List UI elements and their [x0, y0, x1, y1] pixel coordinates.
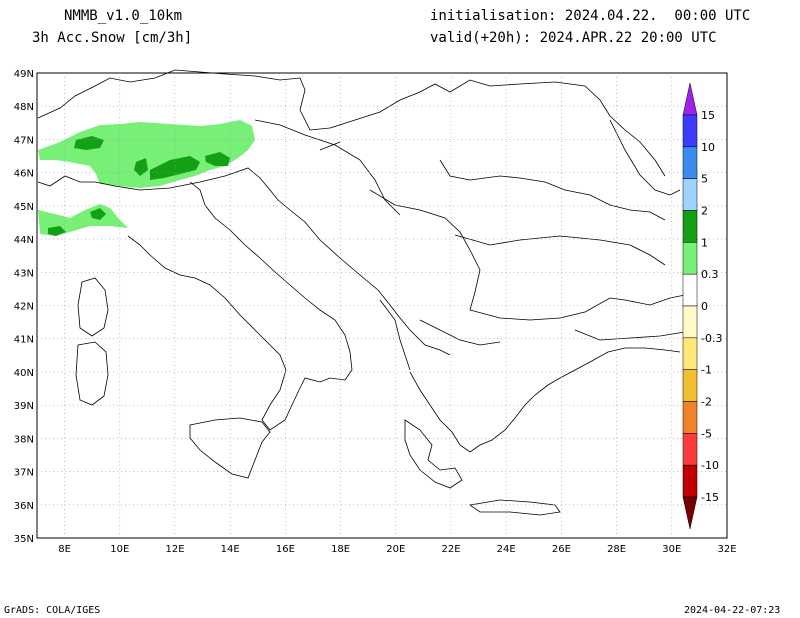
colorbar-segment — [682, 114, 698, 148]
colorbar — [682, 82, 698, 530]
lat-tick-label: 35N — [14, 534, 34, 545]
field-title: 3h Acc.Snow [cm/3h] — [32, 30, 193, 46]
lat-tick-label: 49N — [14, 69, 34, 80]
lon-tick-label: 30E — [662, 544, 681, 555]
lon-tick-label: 10E — [110, 544, 129, 555]
colorbar-label: -0.3 — [701, 332, 722, 345]
lat-tick-label: 36N — [14, 501, 34, 512]
colorbar-label: 10 — [701, 141, 715, 154]
colorbar-bottom-triangle — [682, 496, 698, 530]
footer-left: GrADS: COLA/IGES — [4, 605, 101, 616]
colorbar-segment — [682, 178, 698, 211]
footer-timestamp: 2024-04-22-07:23 — [684, 605, 781, 616]
model-title: NMMB_v1.0_10km — [64, 8, 183, 24]
lon-tick-label: 12E — [165, 544, 184, 555]
colorbar-label: 15 — [701, 109, 715, 122]
lon-tick-label: 32E — [717, 544, 736, 555]
colorbar-label: 2 — [701, 205, 708, 218]
colorbar-label: 1 — [701, 236, 708, 249]
colorbar-segment — [682, 146, 698, 179]
lat-tick-label: 39N — [14, 401, 34, 412]
lon-tick-label: 26E — [552, 544, 571, 555]
longitude-tick-labels: 8E 10E 12E 14E 16E 18E 20E 22E 24E 26E 28E 30E 32E — [58, 544, 736, 555]
valid-time: valid(+20h): 2024.APR.22 20:00 UTC — [430, 30, 717, 46]
colorbar-segment — [682, 337, 698, 370]
colorbar-segment — [682, 305, 698, 339]
lat-tick-label: 47N — [14, 135, 34, 146]
lat-tick-label: 41N — [14, 335, 34, 346]
graticule — [37, 73, 727, 538]
colorbar-segment — [682, 242, 698, 275]
colorbar-labels: 15 10 5 2 1 0.3 0 -0.3 -1 -2 -5 -10 -15 — [701, 109, 722, 504]
colorbar-segment — [682, 369, 698, 402]
init-time: initialisation: 2024.04.22. 00:00 UTC — [430, 8, 751, 24]
colorbar-segment — [682, 464, 698, 498]
lon-tick-label: 28E — [607, 544, 626, 555]
lat-tick-label: 38N — [14, 434, 34, 445]
lat-tick-label: 45N — [14, 202, 34, 213]
colorbar-segment — [682, 401, 698, 434]
colorbar-label: -5 — [701, 427, 712, 440]
lon-tick-label: 24E — [497, 544, 516, 555]
lat-tick-label: 48N — [14, 102, 34, 113]
lon-tick-label: 8E — [58, 544, 71, 555]
lat-tick-label: 40N — [14, 368, 34, 379]
lat-tick-label: 44N — [14, 235, 34, 246]
colorbar-label: -15 — [701, 491, 719, 504]
lon-tick-label: 18E — [331, 544, 350, 555]
latitude-tick-labels: 49N 48N 47N 46N 45N 44N 43N 42N 41N 40N 39N 38N 37N 3… — [14, 69, 34, 545]
lon-tick-label: 16E — [276, 544, 295, 555]
colorbar-label: 0 — [701, 300, 708, 313]
colorbar-label: -10 — [701, 459, 719, 472]
colorbar-label: 5 — [701, 173, 708, 186]
lat-tick-label: 46N — [14, 169, 34, 180]
lat-tick-label: 42N — [14, 302, 34, 313]
colorbar-segment — [682, 433, 698, 466]
colorbar-top-triangle — [682, 82, 698, 116]
lon-tick-label: 20E — [386, 544, 405, 555]
colorbar-label: 0.3 — [701, 268, 719, 281]
colorbar-label: -2 — [701, 396, 712, 409]
lat-tick-label: 37N — [14, 468, 34, 479]
lon-tick-label: 14E — [221, 544, 240, 555]
lon-tick-label: 22E — [441, 544, 460, 555]
colorbar-label: -1 — [701, 364, 712, 377]
colorbar-segment — [682, 273, 698, 307]
lat-tick-label: 43N — [14, 268, 34, 279]
coastlines — [37, 69, 686, 516]
colorbar-segment — [682, 210, 698, 243]
